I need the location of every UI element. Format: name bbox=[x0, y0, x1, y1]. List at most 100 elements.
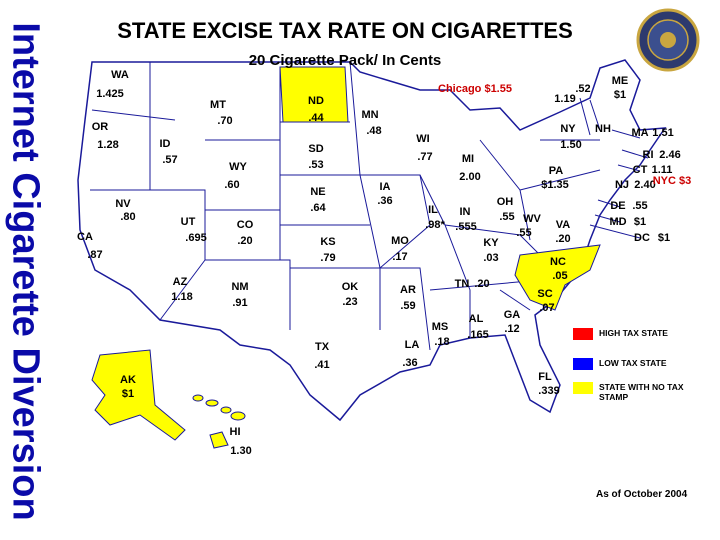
state-rate: .48 bbox=[366, 125, 381, 137]
state-rate: .77 bbox=[417, 151, 432, 163]
state-borders bbox=[90, 61, 601, 351]
state-abbr: CO bbox=[237, 219, 254, 231]
state-abbr: NY bbox=[560, 123, 576, 135]
state-abbr: KY bbox=[483, 237, 499, 249]
state-abbr: MI bbox=[462, 153, 474, 165]
state-rate: .36 bbox=[377, 195, 392, 207]
state-rate: .98* bbox=[425, 219, 445, 231]
leader-lines bbox=[589, 99, 649, 239]
state-rate: .80 bbox=[120, 211, 135, 223]
legend-label: STATE WITH NO TAX STAMP bbox=[599, 382, 684, 402]
city-rate: NYC $3 bbox=[653, 175, 692, 187]
city-rate: Chicago $1.55 bbox=[438, 83, 512, 95]
subtitle: 20 Cigarette Pack/ In Cents bbox=[248, 52, 442, 69]
state-rate: .91 bbox=[232, 297, 247, 309]
state-abbr: MD bbox=[609, 216, 626, 228]
state-rate: $1.35 bbox=[541, 179, 569, 191]
state-rate: .20 bbox=[474, 278, 489, 290]
state-rate: .64 bbox=[310, 202, 326, 214]
state-abbr: NH bbox=[595, 123, 611, 135]
state-rate: $1 bbox=[658, 232, 670, 244]
state-abbr: WV bbox=[523, 213, 541, 225]
state-rate: $1 bbox=[614, 89, 626, 101]
state-rate: 1.30 bbox=[230, 445, 251, 457]
state-abbr: FL bbox=[538, 371, 552, 383]
state-abbr: CT bbox=[633, 164, 648, 176]
state-rate: .79 bbox=[320, 252, 335, 264]
state-rate: .36 bbox=[402, 357, 417, 369]
state-abbr: MS bbox=[432, 321, 449, 333]
state-rate: .55 bbox=[516, 227, 531, 239]
state-rate: .555 bbox=[455, 221, 476, 233]
state-abbr: HI bbox=[230, 426, 241, 438]
seal bbox=[636, 8, 700, 72]
state-rate: .55 bbox=[499, 211, 514, 223]
state-rate: 1.28 bbox=[97, 139, 118, 151]
legend-swatch bbox=[573, 328, 593, 340]
state-rate: .53 bbox=[308, 159, 323, 171]
state-abbr: TX bbox=[315, 341, 330, 353]
state-abbr: VA bbox=[556, 219, 571, 231]
state-abbr: OH bbox=[497, 196, 514, 208]
state-abbr: NJ bbox=[615, 179, 629, 191]
state-rate: 1.51 bbox=[652, 127, 673, 139]
state-abbr: ND bbox=[308, 95, 324, 107]
state-rate: .20 bbox=[555, 233, 570, 245]
state-region bbox=[91, 349, 186, 441]
state-abbr: MN bbox=[361, 109, 378, 121]
state-abbr: PA bbox=[549, 165, 564, 177]
state-rate: .55 bbox=[632, 200, 647, 212]
state-abbr: SC bbox=[537, 288, 552, 300]
state-abbr: MA bbox=[631, 127, 648, 139]
state-rate: $1 bbox=[634, 216, 646, 228]
state-rate: .44 bbox=[308, 112, 324, 124]
state-abbr: OK bbox=[342, 281, 359, 293]
state-rate: 1.50 bbox=[560, 139, 581, 151]
legend-swatch bbox=[573, 358, 593, 370]
state-abbr: AZ bbox=[173, 276, 188, 288]
state-abbr: WY bbox=[229, 161, 247, 173]
state-rate: 1.18 bbox=[171, 291, 192, 303]
state-rate: .20 bbox=[237, 235, 252, 247]
state-abbr: AL bbox=[469, 313, 484, 325]
state-abbr: NE bbox=[310, 186, 325, 198]
state-rate: .03 bbox=[483, 252, 498, 264]
legend-label: LOW TAX STATE bbox=[599, 358, 667, 368]
legend-item: HIGH TAX STATE bbox=[573, 328, 713, 340]
state-rate: 1.11 bbox=[652, 164, 673, 176]
state-rate: .41 bbox=[314, 359, 329, 371]
legend-swatch bbox=[573, 382, 593, 394]
state-abbr: LA bbox=[405, 339, 420, 351]
state-rate: .57 bbox=[162, 154, 177, 166]
state-rate: .23 bbox=[342, 296, 357, 308]
state-rate: 2.46 bbox=[659, 149, 680, 161]
state-abbr: DC bbox=[634, 232, 650, 244]
state-abbr: IA bbox=[380, 181, 391, 193]
state-rate: .52 bbox=[575, 83, 590, 95]
state-abbr: AR bbox=[400, 284, 416, 296]
legend-label: HIGH TAX STATE bbox=[599, 328, 668, 338]
state-abbr: CA bbox=[77, 231, 93, 243]
legend-item: LOW TAX STATE bbox=[573, 358, 713, 370]
state-abbr: ME bbox=[612, 75, 629, 87]
us-outline bbox=[77, 59, 667, 422]
state-abbr: DE bbox=[610, 200, 625, 212]
state-abbr: GA bbox=[504, 309, 521, 321]
state-rate: .695 bbox=[185, 232, 206, 244]
state-abbr: NV bbox=[115, 198, 131, 210]
title: STATE EXCISE TAX RATE ON CIGARETTES bbox=[117, 18, 573, 43]
state-abbr: UT bbox=[181, 216, 196, 228]
state-rate: .165 bbox=[467, 329, 488, 341]
state-rate: .59 bbox=[400, 300, 415, 312]
state-abbr: OR bbox=[92, 121, 109, 133]
state-region bbox=[514, 244, 601, 311]
state-rate: .70 bbox=[217, 115, 232, 127]
state-region bbox=[279, 66, 349, 123]
state-rate: .87 bbox=[87, 249, 102, 261]
state-abbr: WI bbox=[416, 133, 429, 145]
state-rate: .07 bbox=[539, 302, 554, 314]
state-rate: 1.425 bbox=[96, 88, 124, 100]
state-abbr: IN bbox=[460, 206, 471, 218]
state-abbr: NM bbox=[231, 281, 248, 293]
state-abbr: TN bbox=[455, 278, 470, 290]
